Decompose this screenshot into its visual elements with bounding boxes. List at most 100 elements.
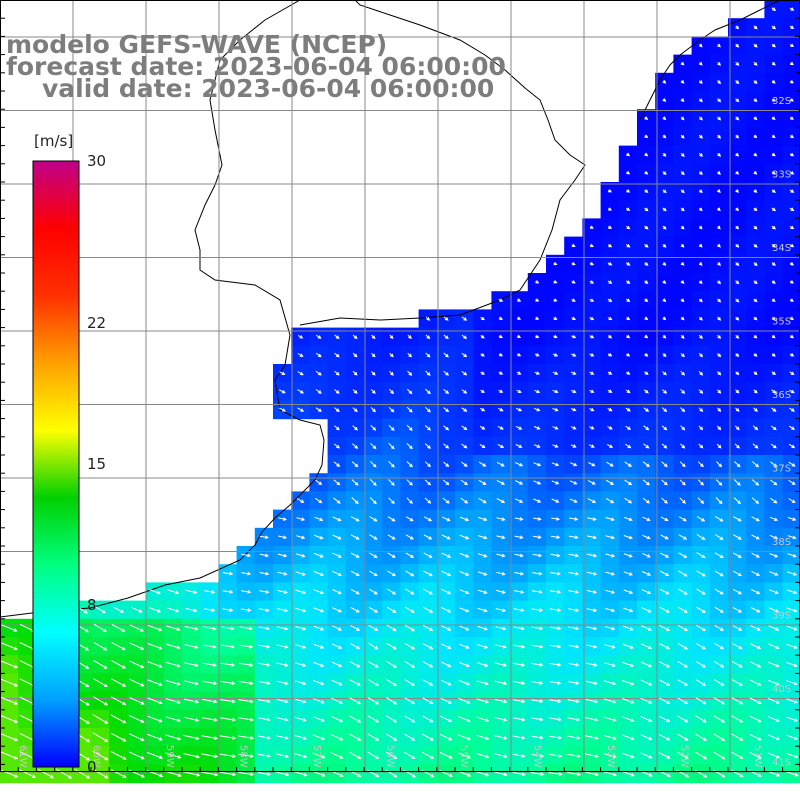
wind-arrow [201, 771, 219, 777]
wind-arrow [352, 370, 358, 376]
wind-arrow [735, 353, 740, 358]
wind-arrow [604, 662, 616, 667]
wind-arrow [549, 681, 562, 685]
wind-arrow [498, 389, 504, 393]
wind-arrow [241, 571, 252, 576]
wind-arrow [786, 643, 798, 649]
wind-arrow [388, 406, 395, 413]
wind-arrow [442, 479, 450, 486]
wind-arrow [621, 734, 635, 741]
wind-arrow [404, 733, 416, 741]
wind-arrow [352, 407, 358, 413]
wind-arrow [714, 552, 724, 559]
wind-arrow [771, 61, 776, 66]
wind-arrow [731, 697, 744, 705]
wind-arrow [0, 660, 19, 669]
wind-arrow [496, 571, 506, 576]
wind-arrow [586, 608, 598, 613]
wind-arrow [749, 733, 762, 741]
wind-arrow [698, 80, 703, 84]
wind-arrow [312, 752, 326, 759]
wind-arrow [424, 388, 431, 395]
wind-arrow [625, 243, 631, 248]
wind-arrow [771, 334, 776, 339]
wind-arrow [295, 589, 307, 595]
wind-arrow [677, 642, 689, 650]
wind-arrow [570, 426, 577, 430]
wind-arrow [184, 680, 199, 686]
wind-arrow [349, 661, 361, 668]
wind-arrow [714, 643, 725, 650]
wind-arrow [147, 643, 163, 650]
wind-arrow [698, 389, 704, 394]
wind-arrow [496, 517, 506, 521]
wind-arrow [586, 644, 598, 649]
wind-arrow [644, 189, 649, 193]
wind-arrow [570, 407, 577, 412]
wind-arrow [516, 334, 522, 339]
wind-arrow [276, 608, 289, 613]
wind-arrow [714, 534, 724, 540]
wind-arrow [567, 735, 581, 740]
wind-arrow [588, 444, 595, 448]
wind-arrow [221, 626, 235, 631]
wind-arrow [661, 461, 668, 468]
wind-arrow [677, 624, 688, 631]
wind-arrow [698, 262, 703, 266]
wind-arrow [603, 734, 617, 740]
wind-arrow [531, 644, 544, 649]
wind-arrow [698, 152, 703, 157]
wind-arrow [644, 207, 649, 212]
wind-arrow [443, 352, 449, 358]
wind-arrow [441, 570, 452, 577]
wind-arrow [735, 225, 740, 230]
wind-arrow [534, 389, 541, 394]
wind-arrow [625, 262, 631, 266]
wind-arrow [296, 517, 306, 521]
wind-arrow [680, 280, 685, 284]
wind-arrow [735, 25, 740, 30]
wind-arrow [731, 751, 744, 759]
wind-arrow [238, 680, 254, 686]
wind-arrow [405, 516, 414, 522]
wind-arrow [717, 207, 721, 212]
wind-arrow [219, 771, 237, 777]
colorbar-tick-label: 0 [87, 758, 97, 776]
wind-arrow [605, 571, 615, 576]
wind-arrow [422, 697, 434, 704]
wind-arrow [278, 535, 288, 540]
wind-arrow [333, 497, 341, 504]
wind-arrow [568, 571, 580, 576]
wind-arrow [549, 735, 563, 740]
wind-arrow [422, 715, 434, 723]
wind-arrow [661, 407, 668, 413]
wind-arrow [750, 607, 761, 613]
lon-label: 51W [752, 745, 763, 768]
wind-arrow [660, 534, 669, 540]
wind-arrow [513, 662, 526, 667]
wind-arrow [735, 171, 740, 175]
wind-arrow [771, 171, 776, 175]
wind-arrow [515, 444, 523, 448]
wind-arrow [698, 334, 703, 340]
wind-arrow [753, 225, 758, 230]
wind-arrow [496, 535, 506, 540]
wind-arrow [404, 642, 416, 650]
wind-arrow [461, 352, 468, 358]
wind-arrow [404, 679, 416, 686]
frame-ticks [0, 0, 800, 772]
wind-arrow [386, 697, 398, 705]
wind-arrow [658, 752, 671, 759]
wind-arrow [605, 479, 615, 485]
wind-arrow [368, 624, 379, 632]
wind-arrow [771, 98, 776, 102]
wind-arrow [568, 644, 580, 649]
wind-arrow [550, 535, 561, 540]
wind-arrow [790, 61, 794, 66]
wind-arrow [443, 443, 450, 449]
wind-arrow [680, 171, 685, 176]
wind-arrow [476, 680, 489, 686]
wind-arrow [516, 371, 522, 375]
wind-arrow [678, 534, 688, 540]
wind-arrow [676, 751, 689, 760]
